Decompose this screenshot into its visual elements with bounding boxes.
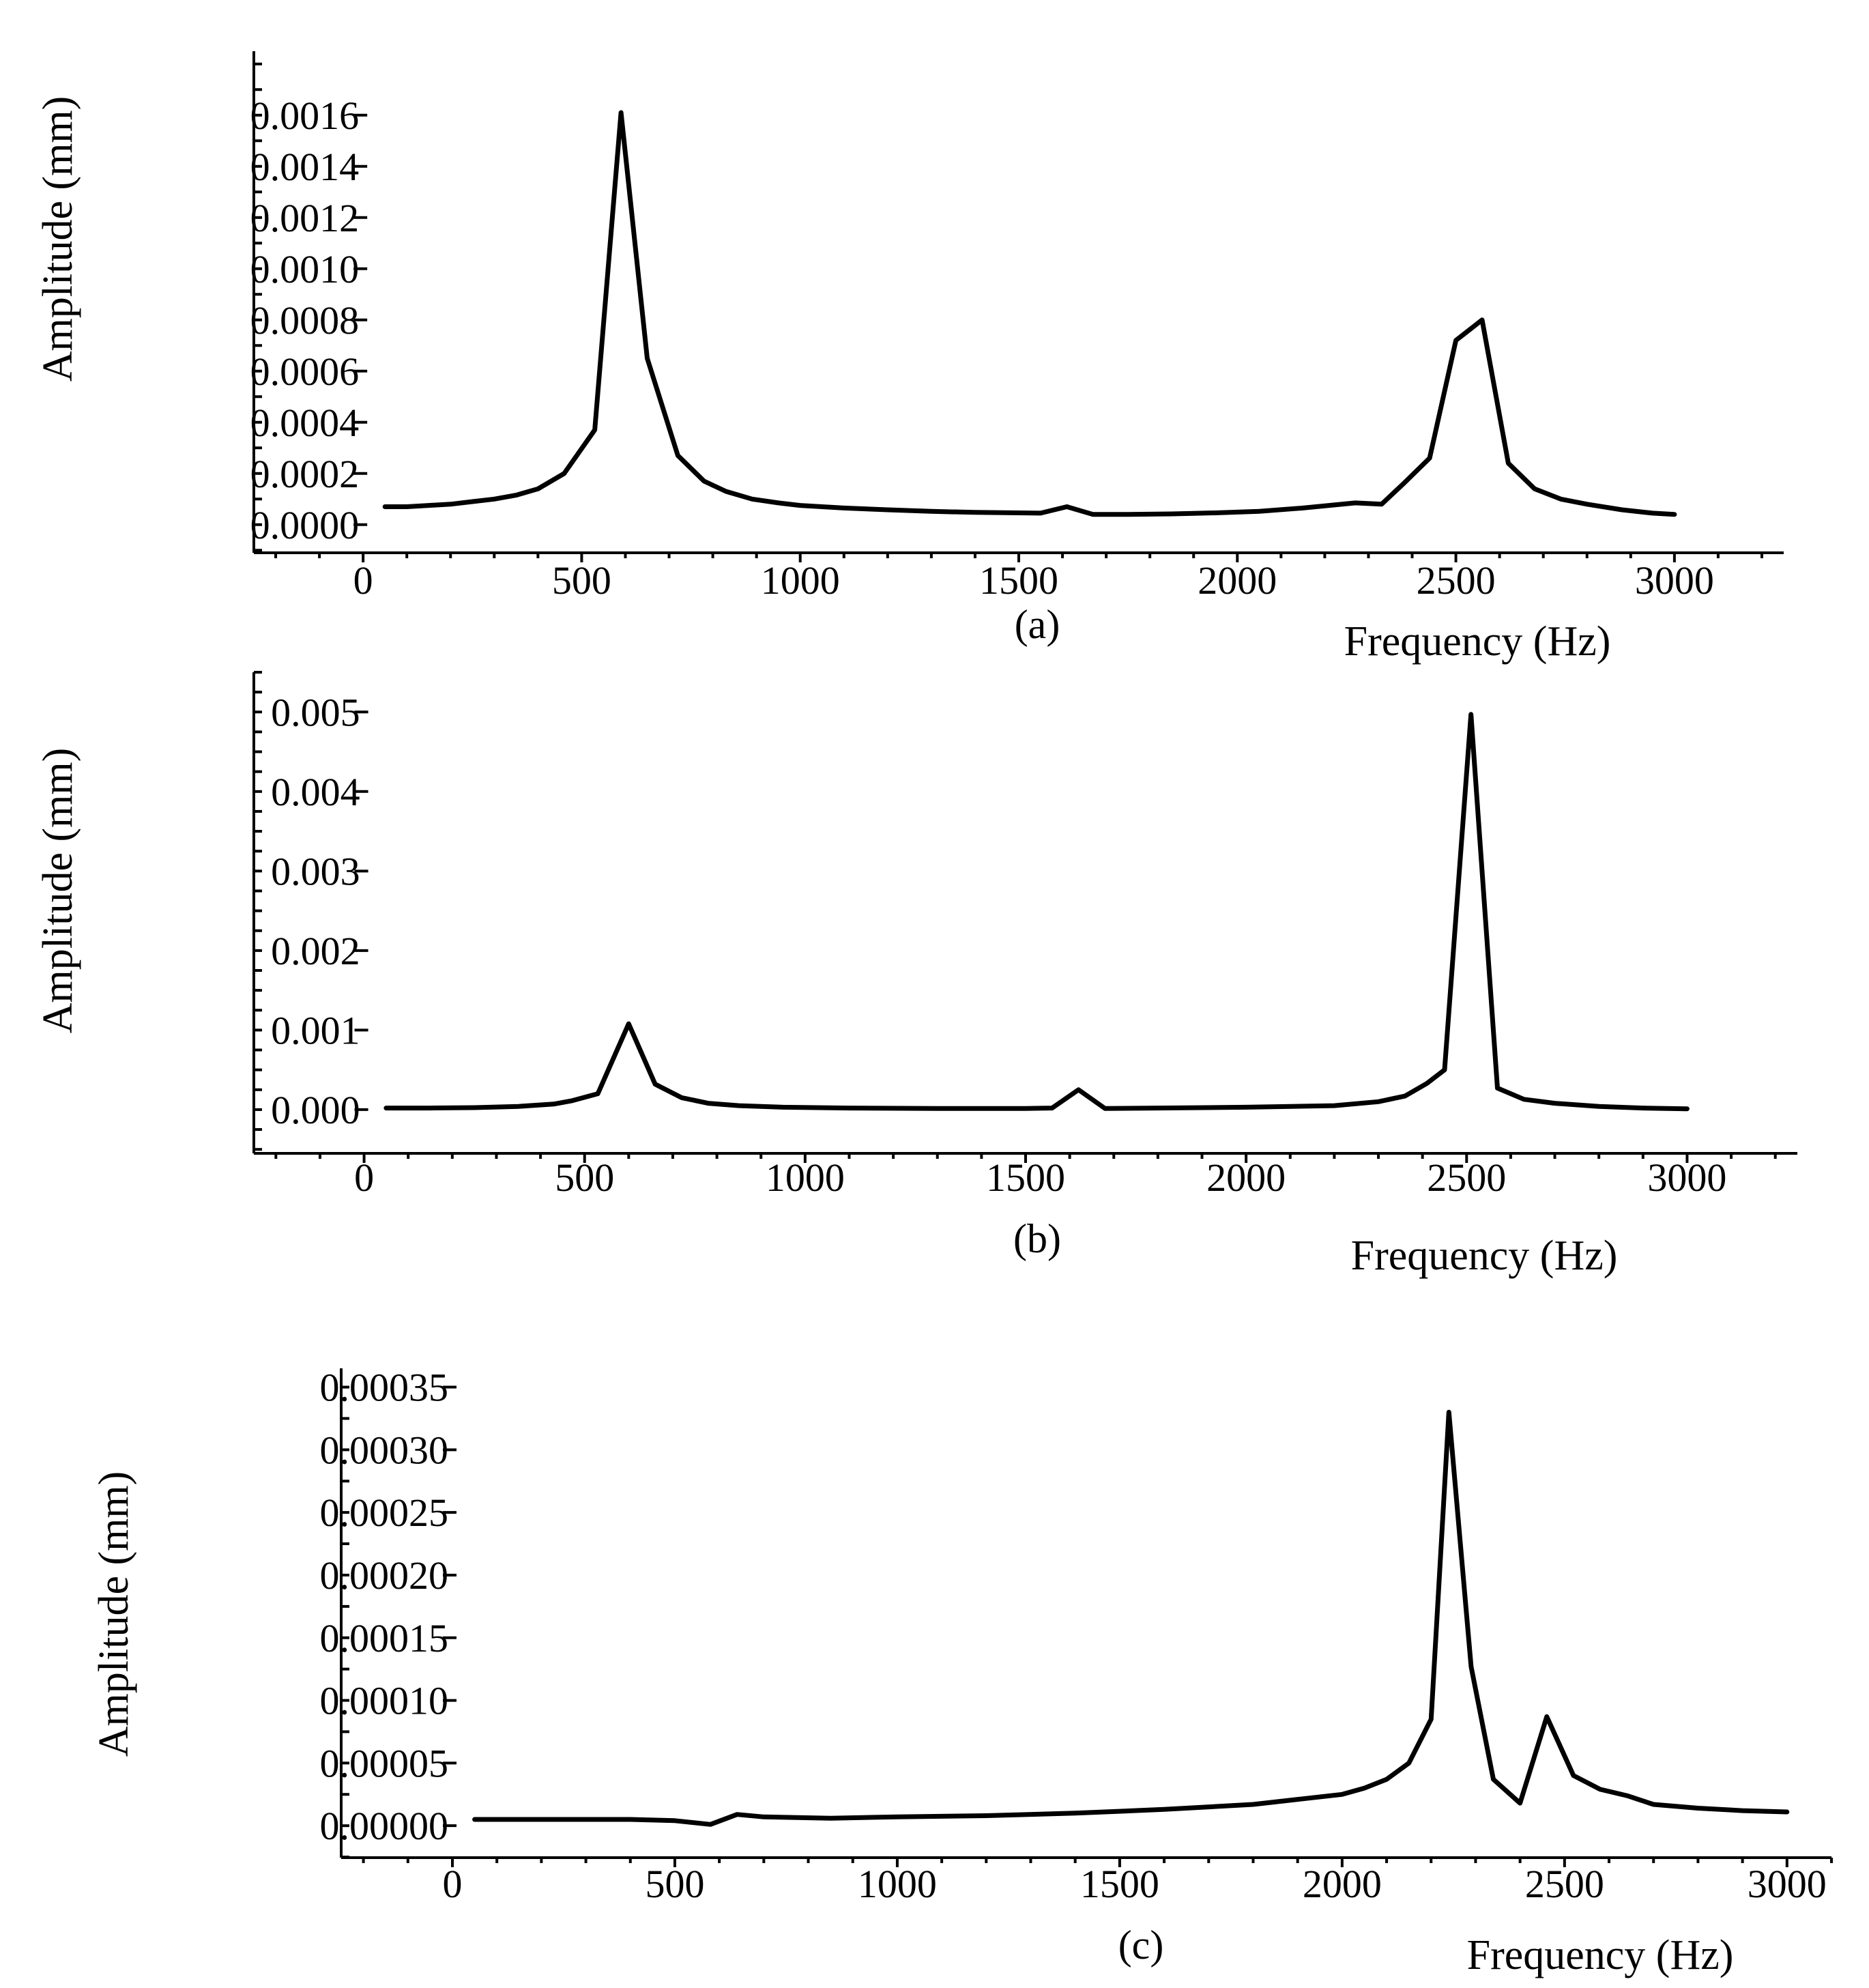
y-tick-label: 0.00030 bbox=[319, 1428, 448, 1472]
y-tick-label: 0.0014 bbox=[250, 145, 360, 189]
x-axis-title: Frequency (Hz) bbox=[1467, 1932, 1734, 1978]
y-tick-label: 0.001 bbox=[271, 1008, 360, 1052]
x-axis-title: Frequency (Hz) bbox=[1344, 618, 1611, 665]
y-tick-label: 0.00020 bbox=[319, 1553, 448, 1598]
y-tick-label: 0.00005 bbox=[319, 1741, 448, 1785]
chart-panel-c: 0 500 1000 1500 2000 2500 3000 0.00000 0.00005 0.… bbox=[91, 1366, 1833, 1978]
x-tick-label: 500 bbox=[555, 1155, 614, 1200]
y-tick-label: 0.004 bbox=[271, 770, 360, 814]
y-tick-label: 0.0008 bbox=[250, 298, 360, 343]
x-tick-label: 3000 bbox=[1647, 1155, 1726, 1200]
y-tick-label: 0.00010 bbox=[319, 1679, 448, 1723]
y-tick-label: 0.0016 bbox=[250, 93, 360, 138]
x-tick-label: 1500 bbox=[979, 558, 1058, 603]
x-tick-label: 0 bbox=[442, 1862, 462, 1906]
series-line-amplitude bbox=[383, 712, 1690, 1112]
x-tick-label: 0 bbox=[353, 558, 373, 603]
x-tick-label: 3000 bbox=[1635, 558, 1714, 603]
x-tick-label: 2000 bbox=[1303, 1862, 1382, 1906]
x-tick-label: 500 bbox=[645, 1862, 704, 1906]
y-tick-label: 0.00025 bbox=[319, 1490, 448, 1535]
panel-label: (a) bbox=[1015, 602, 1060, 647]
x-tick-label: 2500 bbox=[1525, 1862, 1604, 1906]
series-line-amplitude bbox=[472, 1409, 1790, 1827]
x-tick-label: 1500 bbox=[1080, 1862, 1159, 1906]
y-tick-label: 0.0006 bbox=[250, 349, 360, 394]
y-tick-label: 0.00035 bbox=[319, 1366, 448, 1410]
x-axis-title: Frequency (Hz) bbox=[1351, 1233, 1618, 1279]
x-tick-label: 0 bbox=[354, 1155, 374, 1200]
x-tick-label: 3000 bbox=[1748, 1862, 1827, 1906]
y-axis-title: Amplitude (mm) bbox=[35, 96, 81, 381]
x-tick-label: 1000 bbox=[858, 1862, 937, 1906]
y-tick-label: 0.005 bbox=[271, 690, 360, 734]
y-tick-label: 0.0000 bbox=[250, 503, 360, 547]
series-line-amplitude bbox=[382, 110, 1677, 517]
chart-panel-b: 0 500 1000 1500 2000 2500 3000 0.000 0.001 0.002 0… bbox=[35, 671, 1797, 1279]
x-tick-label: 2500 bbox=[1417, 558, 1496, 603]
y-tick-label: 0.003 bbox=[271, 849, 360, 893]
y-tick-label: 0.0002 bbox=[250, 452, 360, 496]
y-tick-label: 0.00015 bbox=[319, 1616, 448, 1660]
x-tick-label: 1000 bbox=[761, 558, 840, 603]
chart-panel-a: 0 500 1000 1500 2000 2500 3000 0.0000 0.0002 0.00… bbox=[35, 51, 1784, 665]
y-tick-label: 0.0010 bbox=[250, 247, 360, 291]
y-axis-title: Amplitude (mm) bbox=[35, 748, 81, 1033]
x-tick-label: 1500 bbox=[986, 1155, 1065, 1200]
x-tick-label: 500 bbox=[552, 558, 611, 603]
y-tick-label: 0.0004 bbox=[250, 401, 360, 445]
x-tick-label: 2500 bbox=[1427, 1155, 1506, 1200]
y-tick-label: 0.002 bbox=[271, 929, 360, 973]
y-tick-label: 0.0012 bbox=[250, 196, 360, 240]
panel-label: (b) bbox=[1013, 1216, 1061, 1261]
x-tick-label: 1000 bbox=[766, 1155, 845, 1200]
y-tick-label: 0.000 bbox=[271, 1088, 360, 1132]
x-tick-label: 2000 bbox=[1198, 558, 1277, 603]
panel-label: (c) bbox=[1118, 1922, 1164, 1968]
x-tick-label: 2000 bbox=[1206, 1155, 1286, 1200]
y-axis-title: Amplitude (mm) bbox=[91, 1471, 137, 1757]
y-tick-label: 0.00000 bbox=[319, 1804, 448, 1848]
